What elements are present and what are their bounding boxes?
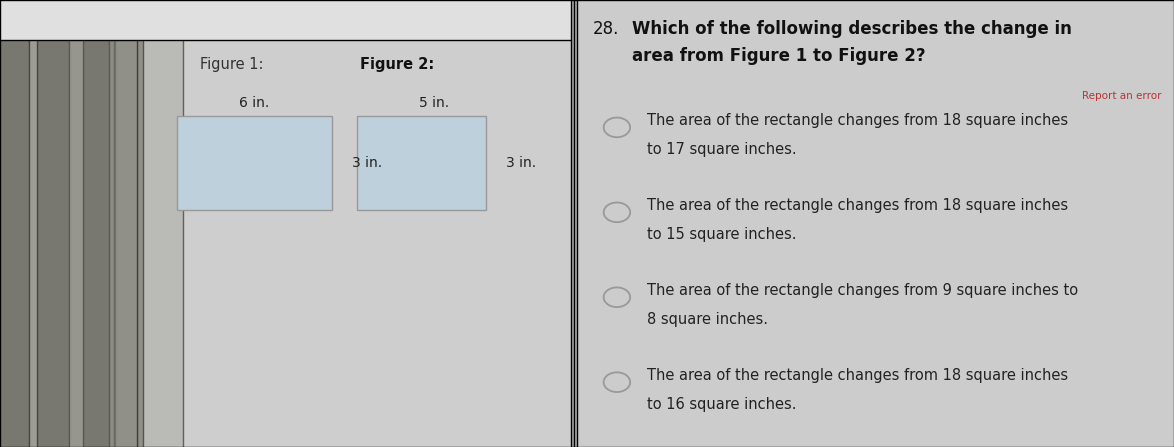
Text: 3 in.: 3 in. [506,156,537,170]
FancyBboxPatch shape [68,0,83,447]
Text: The area of the rectangle changes from 9 square inches to: The area of the rectangle changes from 9… [647,283,1078,298]
Text: The area of the rectangle changes from 18 square inches: The area of the rectangle changes from 1… [647,368,1068,383]
Text: to 15 square inches.: to 15 square inches. [647,227,796,242]
Text: 6 in.: 6 in. [239,96,270,110]
Text: The area of the rectangle changes from 18 square inches: The area of the rectangle changes from 1… [647,113,1068,128]
Text: to 17 square inches.: to 17 square inches. [647,142,797,157]
Text: area from Figure 1 to Figure 2?: area from Figure 1 to Figure 2? [632,47,925,65]
FancyBboxPatch shape [28,0,38,447]
Text: The area of the rectangle changes from 18 square inches: The area of the rectangle changes from 1… [647,198,1068,213]
Text: to 16 square inches.: to 16 square inches. [647,397,796,412]
FancyBboxPatch shape [0,0,160,447]
FancyBboxPatch shape [572,0,1174,447]
FancyBboxPatch shape [0,0,572,40]
Text: Report an error: Report an error [1082,91,1162,101]
FancyBboxPatch shape [109,0,115,447]
Bar [177,116,331,210]
Text: Which of the following describes the change in: Which of the following describes the cha… [632,20,1072,38]
Bar [357,116,486,210]
Text: 28.: 28. [593,20,619,38]
Text: 8 square inches.: 8 square inches. [647,312,768,327]
Text: 3 in.: 3 in. [352,156,382,170]
Text: Figure 1:: Figure 1: [200,57,264,72]
Text: 5 in.: 5 in. [419,96,450,110]
FancyBboxPatch shape [143,0,572,447]
FancyBboxPatch shape [137,0,183,447]
Text: Figure 2:: Figure 2: [360,57,434,72]
FancyBboxPatch shape [572,0,576,447]
FancyBboxPatch shape [114,0,137,447]
